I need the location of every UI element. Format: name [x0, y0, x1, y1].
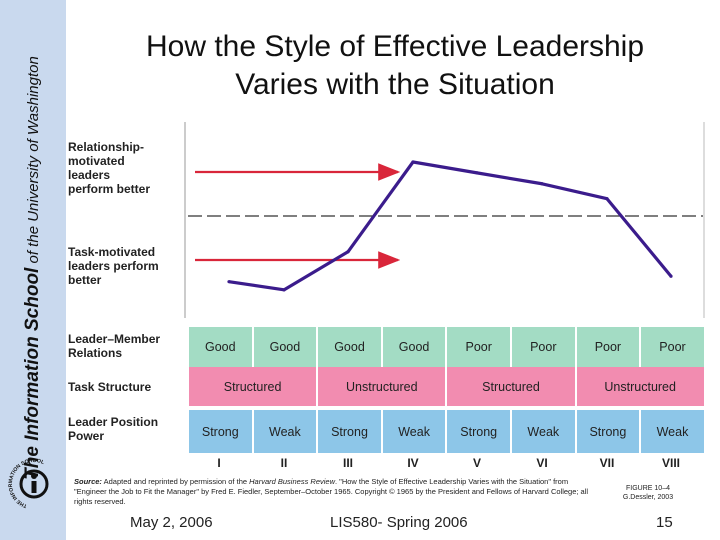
footer-page-number: 15: [656, 514, 673, 531]
task-label-line: Task-motivated: [68, 245, 156, 259]
table-cell: Structured: [189, 367, 317, 406]
line-point: [282, 288, 286, 292]
octant-label: V: [472, 456, 481, 470]
effectiveness-line: [228, 160, 673, 292]
table-cell: Poor: [641, 327, 704, 367]
table-cell: Poor: [447, 327, 510, 367]
source-label: Source:: [74, 477, 102, 486]
line-point: [346, 250, 350, 254]
table-cell: Weak: [253, 410, 317, 453]
slide-title: How the Style of Effective Leadership Va…: [70, 28, 720, 104]
table-cell: Good: [189, 327, 252, 367]
octant-label: VIII: [661, 456, 680, 470]
line-point: [411, 160, 415, 164]
line-point: [605, 197, 609, 201]
table-cell: Strong: [447, 410, 510, 453]
table-cell: Good: [318, 327, 381, 367]
row-label-structure: Task Structure: [68, 380, 151, 394]
row-label-relations: Leader–Member Relations: [68, 332, 160, 360]
table-cell: Weak: [512, 410, 575, 453]
table-cell: Strong: [576, 410, 640, 453]
octant-label: II: [280, 456, 288, 470]
table-cell: Weak: [382, 410, 446, 453]
footer-date: May 2, 2006: [130, 514, 213, 531]
relationship-label-line: Relationship-: [68, 140, 145, 154]
line-point: [669, 274, 673, 278]
row-label-line: Leader Position: [68, 415, 159, 429]
table-cell: Poor: [512, 327, 575, 367]
title-line-2: Varies with the Situation: [235, 68, 555, 101]
table-cell: Unstructured: [318, 367, 446, 406]
source-text: . "How the Style of Effective Leadership…: [74, 477, 589, 506]
table-cell: Weak: [641, 410, 704, 453]
table-cell: Structured: [447, 367, 575, 406]
relationship-label: Relationship- motivated leaders perform …: [68, 140, 150, 196]
table-cell: Good: [253, 327, 317, 367]
row-label-power: Leader Position Power: [68, 415, 158, 443]
table-cell: Poor: [576, 327, 640, 367]
octant-label: IV: [407, 456, 419, 470]
row-label-line: Power: [68, 429, 105, 443]
relationship-label-line: leaders: [68, 168, 111, 182]
task-label: Task-motivated leaders perform better: [68, 245, 159, 287]
task-label-line: leaders perform: [68, 259, 159, 273]
row-label-line: Task Structure: [68, 380, 152, 394]
octant-label: III: [342, 456, 353, 470]
source-text: Adapted and reprinted by permission of t…: [101, 477, 250, 486]
line-point: [227, 280, 231, 284]
row-label-line: Relations: [68, 346, 123, 360]
line-point: [540, 182, 544, 186]
table-cell: Good: [382, 327, 446, 367]
octant-label: I: [217, 456, 221, 470]
figure-number: FIGURE 10–4: [626, 485, 670, 492]
task-label-line: better: [68, 273, 102, 287]
ischool-logo: THE INFORMATION SCHOOL: [8, 458, 49, 509]
figure-note: FIGURE 10–4 G.Dessler, 2003: [598, 484, 698, 502]
octant-label: VII: [599, 456, 615, 470]
octant-label: VI: [536, 456, 548, 470]
source-note: Source: Adapted and reprinted by permiss…: [74, 477, 594, 507]
table-cell: Strong: [189, 410, 252, 453]
sidebar: The Information School of the University…: [0, 0, 66, 540]
line-point: [475, 171, 479, 175]
source-journal: Harvard Business Review: [249, 477, 335, 486]
row-label-line: Leader–Member: [68, 332, 161, 346]
relationship-label-line: motivated: [68, 154, 125, 168]
title-line-1: How the Style of Effective Leadership: [145, 30, 645, 63]
table-cell: Unstructured: [576, 367, 704, 406]
figure-credit: G.Dessler, 2003: [622, 494, 674, 501]
footer-course: LIS580- Spring 2006: [330, 514, 468, 531]
relationship-label-line: perform better: [68, 182, 151, 196]
table-cell: Strong: [318, 410, 381, 453]
